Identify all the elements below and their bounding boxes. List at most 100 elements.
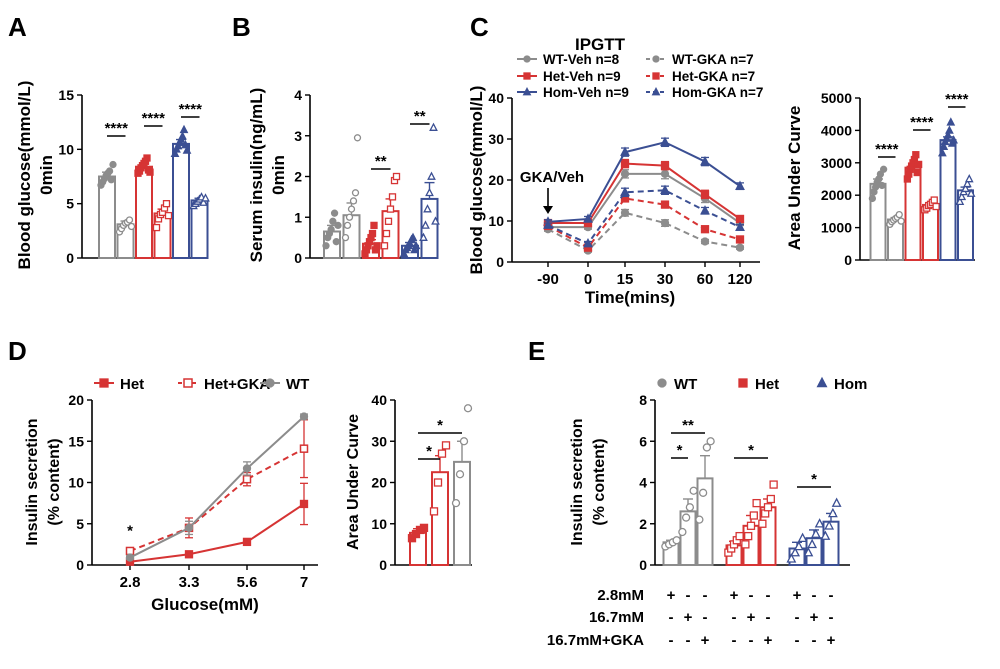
y-tick-label: 6 [639,433,647,449]
legend-marker [652,72,660,80]
condition-label: 16.7mM [589,609,644,626]
legend-label: Het+GKA [204,376,270,393]
y-tick-label: 0 [294,250,302,266]
data-point [746,521,756,530]
data-point [392,172,401,181]
data-point [660,161,670,170]
condition-mark: - [766,609,771,626]
data-point [353,134,362,142]
legend-label: WT [674,376,697,393]
data-point [107,176,115,184]
y-tick-label: 15 [58,87,74,103]
data-point [399,248,409,258]
y-tick-label: 10 [68,475,84,491]
data-point [322,242,330,250]
y-tick-label: 15 [68,433,84,449]
data-point [681,513,691,522]
condition-mark: - [732,609,737,626]
data-point [441,441,451,450]
data-point [125,546,135,556]
legend-label: Het-GKA n=7 [672,69,755,84]
series-line [129,415,305,559]
data-point [868,194,877,203]
data-point [790,547,801,557]
data-point [820,530,831,540]
data-point [961,183,970,193]
data-point [831,497,842,507]
data-point [827,507,838,518]
data-point [437,449,447,458]
chart-d: 0 5 10 15 20 2.8 3.3 5.6 7 Glucose(mM) Insulin sec… [24,376,318,614]
legend-marker [738,378,748,388]
condition-mark: + [827,632,836,649]
data-point [620,186,630,197]
data-point [786,553,797,563]
condition-label: 16.7mM+GKA [547,632,644,649]
y-axis-label: Blood glucose(mmol/L) [467,86,486,275]
data-point [876,170,885,178]
data-point [184,523,194,533]
panel-label-b: B [232,12,251,42]
y-tick-label: 30 [371,433,387,449]
data-point [700,225,710,234]
bar [939,139,957,261]
data-point [423,204,432,213]
data-point [814,518,825,528]
x-tick-label: 15 [617,271,634,288]
legend-marker [652,55,660,63]
data-point [741,540,750,549]
data-point [299,412,309,421]
data-point [408,232,418,241]
condition-mark: + [747,609,756,626]
data-point [702,443,712,452]
data-point [797,532,808,542]
panel-label-e: E [528,336,545,366]
condition-mark: + [793,587,802,604]
data-point [152,223,161,232]
legend-marker [265,378,275,388]
data-point [689,486,698,495]
y-axis-label: Insulin secretion [569,418,586,545]
data-point [125,553,135,562]
y-tick-label: 10 [488,213,504,229]
y-tick-label: 0 [66,250,74,266]
y-tick-label: 40 [371,392,387,408]
data-point [810,528,821,538]
data-point [463,404,473,413]
data-point [824,520,835,530]
series-line [129,503,305,563]
data-point [410,244,419,254]
data-point [879,165,888,173]
condition-mark: - [686,632,691,649]
x-tick-label: 60 [697,271,714,288]
data-point [749,511,758,520]
data-point [345,213,354,221]
data-point [769,480,778,489]
data-point [583,237,593,248]
x-tick-label: 0 [584,271,592,288]
y-tick-label: 30 [488,131,504,147]
data-point [341,233,350,242]
significance-label: ** [682,417,694,434]
y-tick-label: 8 [639,392,647,408]
data-point [735,243,745,252]
data-point [299,499,309,509]
data-point [164,211,173,220]
data-point [744,531,753,541]
y-axis-label: Insulin secretion [24,418,41,545]
legend-label: WT-Veh n=8 [543,52,620,67]
condition-mark: - [732,632,737,649]
data-point [955,196,965,206]
y-tick-label: 0 [639,557,647,573]
chart-title: IPGTT [575,35,626,54]
data-point [700,155,710,166]
data-point [347,205,356,213]
chart-d-auc: 0 10 20 30 40 Area Under Curve * * [345,392,473,573]
data-point [242,474,252,484]
data-point [735,180,745,190]
data-point [945,125,954,134]
data-point [405,238,415,248]
data-point [913,168,921,177]
legend-label: Hom [834,376,867,393]
condition-mark: - [703,609,708,626]
